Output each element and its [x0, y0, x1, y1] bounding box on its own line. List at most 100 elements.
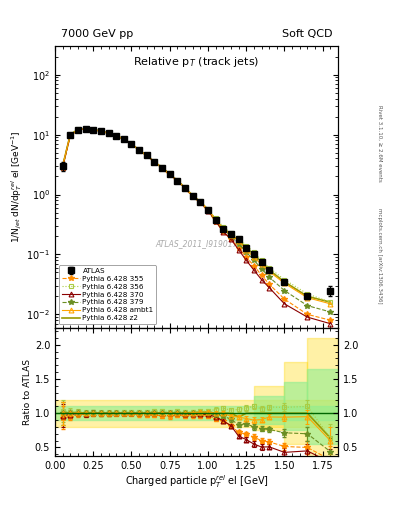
Pythia 6.428 370 — [267, 285, 272, 291]
Pythia 6.428 ambt1 — [183, 185, 187, 191]
Pythia 6.428 356 — [60, 162, 65, 168]
Pythia 6.428 370 — [167, 171, 172, 177]
Pythia 6.428 355 — [160, 165, 164, 172]
Pythia 6.428 379 — [252, 257, 256, 263]
Pythia 6.428 379 — [221, 226, 226, 232]
Text: Relative p$_{T}$ (track jets): Relative p$_{T}$ (track jets) — [133, 55, 260, 69]
Pythia 6.428 356 — [198, 198, 203, 204]
Pythia 6.428 356 — [160, 164, 164, 170]
Pythia 6.428 379 — [75, 126, 80, 133]
Pythia 6.428 356 — [267, 265, 272, 271]
Pythia 6.428 z2 — [282, 279, 287, 285]
Y-axis label: 1/N$_{jet}$ dN/dp$^{rel}_{T}$ el [GeV$^{-1}$]: 1/N$_{jet}$ dN/dp$^{rel}_{T}$ el [GeV$^{… — [9, 131, 24, 243]
Pythia 6.428 370 — [60, 164, 65, 170]
Pythia 6.428 355 — [267, 281, 272, 287]
Pythia 6.428 356 — [68, 131, 73, 137]
Pythia 6.428 ambt1 — [282, 280, 287, 286]
Pythia 6.428 356 — [121, 136, 126, 142]
Pythia 6.428 370 — [160, 165, 164, 171]
Pythia 6.428 ambt1 — [221, 225, 226, 231]
Pythia 6.428 z2 — [167, 171, 172, 177]
Pythia 6.428 z2 — [137, 147, 141, 153]
Pythia 6.428 355 — [99, 128, 103, 134]
Pythia 6.428 379 — [121, 136, 126, 142]
Pythia 6.428 379 — [183, 185, 187, 191]
Pythia 6.428 356 — [252, 249, 256, 255]
Pythia 6.428 379 — [213, 217, 218, 223]
Pythia 6.428 355 — [91, 127, 95, 133]
Pythia 6.428 355 — [152, 160, 157, 166]
Pythia 6.428 370 — [68, 132, 73, 138]
X-axis label: Charged particle p$^{rel}_{T}$ el [GeV]: Charged particle p$^{rel}_{T}$ el [GeV] — [125, 473, 268, 490]
Pythia 6.428 370 — [175, 178, 180, 184]
Pythia 6.428 355 — [198, 200, 203, 206]
Pythia 6.428 ambt1 — [259, 262, 264, 268]
Y-axis label: Ratio to ATLAS: Ratio to ATLAS — [23, 359, 32, 424]
Pythia 6.428 379 — [60, 163, 65, 169]
Pythia 6.428 355 — [106, 131, 111, 137]
Pythia 6.428 356 — [175, 177, 180, 183]
Pythia 6.428 379 — [83, 126, 88, 132]
Pythia 6.428 z2 — [121, 136, 126, 142]
Pythia 6.428 ambt1 — [160, 165, 164, 171]
Pythia 6.428 ambt1 — [305, 294, 310, 301]
Pythia 6.428 356 — [206, 206, 210, 212]
Pythia 6.428 379 — [167, 171, 172, 177]
Pythia 6.428 ambt1 — [145, 152, 149, 158]
Pythia 6.428 379 — [236, 241, 241, 247]
Pythia 6.428 z2 — [91, 127, 95, 133]
Pythia 6.428 356 — [106, 130, 111, 136]
Pythia 6.428 z2 — [99, 128, 103, 134]
Pythia 6.428 356 — [114, 133, 119, 139]
Pythia 6.428 ambt1 — [167, 171, 172, 177]
Pythia 6.428 z2 — [152, 159, 157, 165]
Bar — [55, 407, 338, 420]
Pythia 6.428 356 — [183, 184, 187, 190]
Pythia 6.428 356 — [259, 257, 264, 263]
Pythia 6.428 355 — [259, 272, 264, 279]
Pythia 6.428 355 — [221, 228, 226, 234]
Pythia 6.428 ambt1 — [213, 217, 218, 223]
Pythia 6.428 379 — [152, 159, 157, 165]
Pythia 6.428 ambt1 — [83, 126, 88, 132]
Pythia 6.428 z2 — [68, 131, 73, 137]
Pythia 6.428 ambt1 — [106, 130, 111, 136]
Pythia 6.428 356 — [236, 234, 241, 241]
Pythia 6.428 379 — [328, 309, 333, 315]
Pythia 6.428 z2 — [129, 141, 134, 147]
Pythia 6.428 z2 — [106, 130, 111, 136]
Pythia 6.428 370 — [305, 314, 310, 320]
Pythia 6.428 379 — [190, 193, 195, 199]
Pythia 6.428 370 — [114, 133, 119, 139]
Pythia 6.428 356 — [167, 170, 172, 177]
Pythia 6.428 370 — [244, 257, 248, 263]
Pythia 6.428 379 — [129, 141, 134, 147]
Pythia 6.428 ambt1 — [267, 268, 272, 274]
Pythia 6.428 370 — [229, 236, 233, 242]
Pythia 6.428 370 — [121, 136, 126, 142]
Line: Pythia 6.428 ambt1: Pythia 6.428 ambt1 — [60, 126, 333, 306]
Pythia 6.428 379 — [259, 266, 264, 272]
Pythia 6.428 356 — [190, 192, 195, 198]
Pythia 6.428 ambt1 — [206, 206, 210, 212]
Pythia 6.428 356 — [305, 291, 310, 297]
Pythia 6.428 z2 — [206, 206, 210, 212]
Pythia 6.428 370 — [75, 127, 80, 133]
Pythia 6.428 z2 — [198, 199, 203, 205]
Pythia 6.428 z2 — [75, 126, 80, 133]
Pythia 6.428 356 — [229, 230, 233, 236]
Pythia 6.428 356 — [99, 127, 103, 134]
Pythia 6.428 370 — [221, 228, 226, 234]
Pythia 6.428 379 — [106, 130, 111, 136]
Pythia 6.428 355 — [75, 127, 80, 133]
Pythia 6.428 356 — [213, 216, 218, 222]
Pythia 6.428 355 — [328, 317, 333, 323]
Text: Rivet 3.1.10, ≥ 2.6M events: Rivet 3.1.10, ≥ 2.6M events — [377, 105, 382, 182]
Pythia 6.428 370 — [252, 267, 256, 273]
Pythia 6.428 356 — [75, 126, 80, 133]
Pythia 6.428 ambt1 — [244, 247, 248, 253]
Pythia 6.428 355 — [206, 208, 210, 214]
Pythia 6.428 370 — [183, 185, 187, 191]
Pythia 6.428 355 — [137, 147, 141, 154]
Pythia 6.428 z2 — [267, 267, 272, 273]
